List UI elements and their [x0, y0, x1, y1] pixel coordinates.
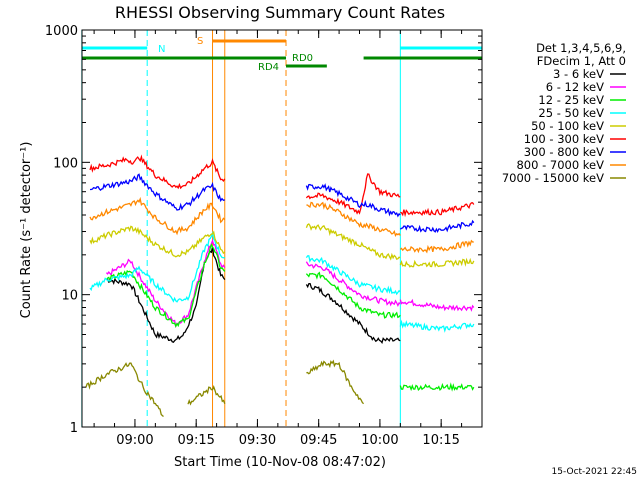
legend-entry-label: 12 - 25 keV [538, 93, 604, 107]
legend-entry-label: 7000 - 15000 keV [502, 171, 604, 185]
series-7000-15000-kev [85, 362, 164, 418]
series-50-100-kev [89, 225, 226, 258]
y-axis-label: Count Rate (s⁻¹ detector⁻¹) [19, 142, 34, 319]
x-tick-label: 10:00 [361, 433, 398, 448]
series-6-12-kev [399, 298, 475, 312]
legend-entry-label: 300 - 800 keV [524, 145, 604, 159]
legend-header: Det 1,3,4,5,6,9, [536, 41, 626, 55]
legend-entry-label: 3 - 6 keV [553, 67, 604, 81]
chart-title: RHESSI Observing Summary Count Rates [115, 3, 445, 22]
series-300-800-kev [399, 219, 475, 233]
y-tick-label: 1 [70, 421, 78, 436]
x-tick-label: 09:45 [300, 433, 337, 448]
series-6-12-kev [305, 261, 401, 308]
series-100-300-kev [89, 154, 226, 190]
plot-frame [81, 29, 483, 428]
state-label-n: N [158, 44, 165, 55]
series-12-25-kev [105, 243, 226, 328]
x-tick-label: 09:30 [239, 433, 276, 448]
state-label-rd4: RD4 [258, 62, 279, 73]
legend-entry-label: 25 - 50 keV [538, 106, 604, 120]
series-300-800-kev [90, 173, 225, 211]
series-25-50-kev [305, 255, 401, 296]
y-tick-label: 1000 [45, 24, 78, 39]
series-800-7000-kev [89, 196, 226, 236]
plot-area: N S RD0 RD4 [81, 30, 483, 427]
series-7000-15000-kev [187, 384, 226, 406]
y-tick-label: 10 [61, 289, 78, 304]
series-12-25-kev [399, 382, 475, 392]
state-label-s: S [197, 36, 203, 47]
y-tick-label: 100 [53, 156, 78, 171]
series-7000-15000-kev [306, 359, 365, 405]
legend-entry-label: 800 - 7000 keV [516, 158, 604, 172]
generation-timestamp: 15-Oct-2021 22:45 [552, 467, 637, 477]
series-800-7000-kev [306, 201, 401, 237]
series-50-100-kev [399, 257, 475, 268]
legend-entry-label: 50 - 100 keV [531, 119, 604, 133]
x-axis-label: Start Time (10-Nov-08 08:47:02) [174, 455, 386, 470]
x-axis: 09:00 09:15 09:30 09:45 10:00 10:15 [93, 30, 483, 448]
series-3-6-kev [305, 282, 401, 344]
series-50-100-kev [305, 223, 401, 261]
x-tick-label: 10:15 [422, 433, 459, 448]
y-axis: 1 10 100 1000 [45, 24, 482, 436]
series-12-25-kev [305, 271, 401, 319]
series-300-800-kev [305, 183, 401, 218]
x-tick-label: 09:00 [116, 433, 153, 448]
series-100-300-kev [305, 173, 401, 215]
legend-header: FDecim 1, Att 0 [537, 54, 626, 68]
state-label-rd0: RD0 [292, 53, 313, 64]
series-25-50-kev [89, 230, 225, 303]
legend-entry-label: 6 - 12 keV [546, 80, 604, 94]
legend-entry-label: 100 - 300 keV [524, 132, 604, 146]
x-tick-label: 09:15 [177, 433, 214, 448]
legend: Det 1,3,4,5,6,9,FDecim 1, Att 03 - 6 keV… [502, 41, 626, 185]
series-100-300-kev [400, 202, 475, 218]
series-25-50-kev [399, 319, 475, 333]
series-800-7000-kev [399, 239, 474, 254]
